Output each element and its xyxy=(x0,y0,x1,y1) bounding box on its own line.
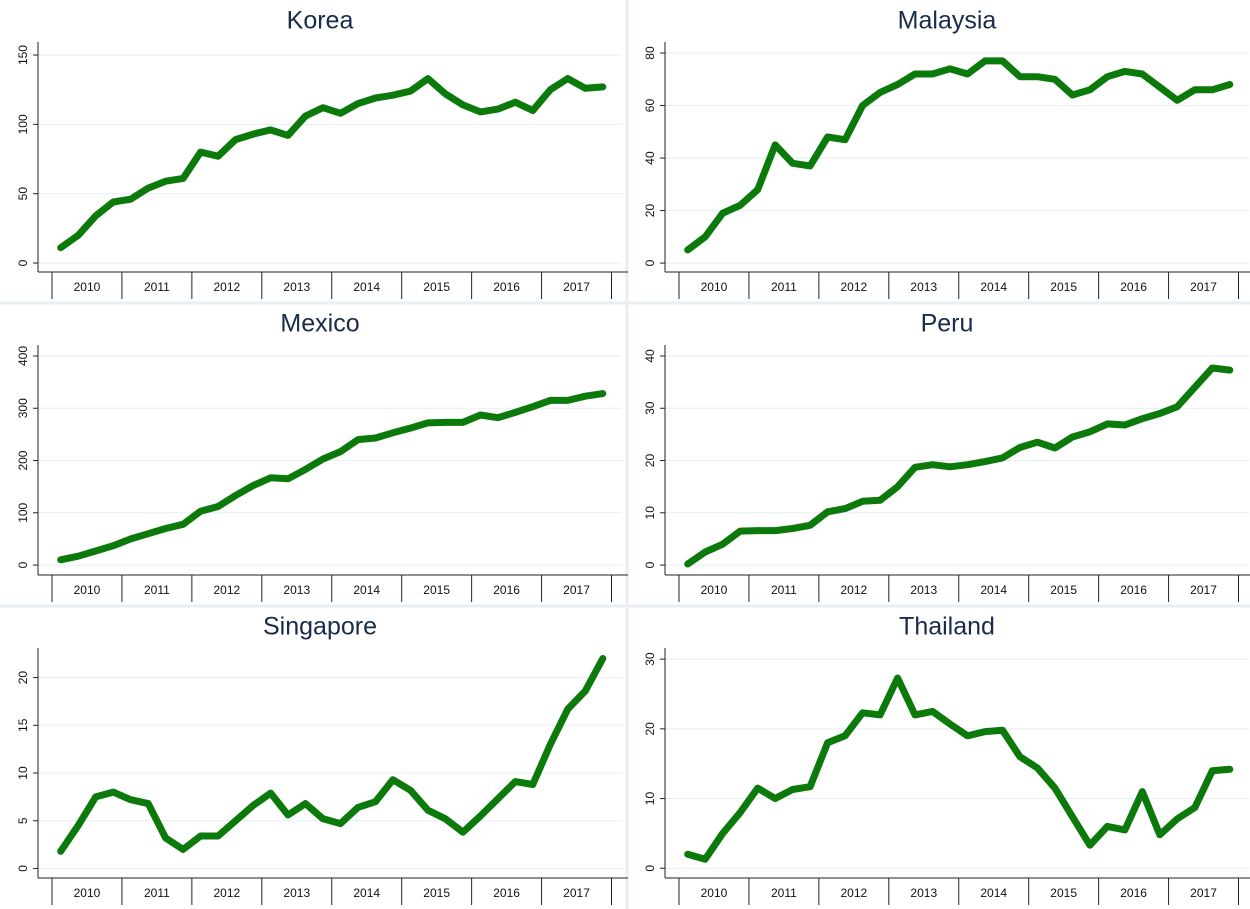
x-tick-label: 2015 xyxy=(423,583,450,597)
x-tick-label: 2014 xyxy=(980,280,1007,294)
x-tick-label: 2012 xyxy=(840,280,867,294)
x-tick-label: 2015 xyxy=(1050,583,1077,597)
panel: Mexico 0 100 200 300 400 2010 2011 2012 2013 2014 2… xyxy=(16,310,628,602)
x-tick-label: 2015 xyxy=(423,280,450,294)
x-tick-label: 2015 xyxy=(1050,280,1077,294)
x-tick-label: 2013 xyxy=(283,280,310,294)
x-tick-label: 2015 xyxy=(423,886,450,900)
x-tick-label: 2015 xyxy=(1050,886,1077,900)
y-tick-label: 0 xyxy=(16,865,30,872)
x-tick-label: 2010 xyxy=(74,280,101,294)
x-tick-label: 2016 xyxy=(1120,280,1147,294)
chart-title: Korea xyxy=(287,7,354,35)
x-tick-label: 2014 xyxy=(980,583,1007,597)
x-tick-label: 2017 xyxy=(563,583,590,597)
y-tick-label: 20 xyxy=(643,454,657,468)
chart-title: Malaysia xyxy=(898,7,997,35)
data-line xyxy=(684,364,1234,568)
x-tick-label: 2016 xyxy=(1120,886,1147,900)
panel: Peru 0 10 20 30 40 2010 2011 2012 2013 2014 2015 201… xyxy=(643,310,1250,602)
x-tick-label: 2016 xyxy=(493,886,520,900)
y-tick-label: 10 xyxy=(16,766,30,780)
x-tick-label: 2017 xyxy=(563,280,590,294)
x-tick-label: 2010 xyxy=(701,886,728,900)
y-tick-label: 10 xyxy=(643,506,657,520)
x-tick-label: 2016 xyxy=(1120,583,1147,597)
x-tick-label: 2014 xyxy=(353,280,380,294)
panel: Malaysia 0 20 40 60 80 2010 2011 2012 2013 2014 201… xyxy=(643,7,1250,299)
x-tick-label: 2017 xyxy=(563,886,590,900)
x-tick-label: 2012 xyxy=(213,886,240,900)
y-tick-label: 200 xyxy=(16,450,30,470)
y-tick-label: 5 xyxy=(16,817,30,824)
y-tick-label: 15 xyxy=(16,718,30,732)
x-tick-label: 2011 xyxy=(144,583,170,597)
x-tick-label: 2014 xyxy=(353,583,380,597)
x-tick-label: 2013 xyxy=(910,280,937,294)
y-tick-label: 400 xyxy=(16,346,30,366)
y-tick-label: 0 xyxy=(643,561,657,568)
panel: Korea 0 50 100 150 2010 2011 2012 2013 2014 2015 20… xyxy=(16,7,628,299)
data-line xyxy=(684,674,1234,863)
y-tick-label: 150 xyxy=(16,45,30,65)
y-tick-label: 80 xyxy=(643,46,657,60)
y-tick-label: 20 xyxy=(16,671,30,685)
chart-title: Mexico xyxy=(280,310,359,338)
x-tick-label: 2012 xyxy=(840,583,867,597)
y-tick-label: 20 xyxy=(643,204,657,218)
x-tick-label: 2014 xyxy=(980,886,1007,900)
x-tick-label: 2010 xyxy=(701,583,728,597)
x-tick-label: 2017 xyxy=(1190,583,1217,597)
x-tick-label: 2017 xyxy=(1190,280,1217,294)
data-line xyxy=(684,57,1234,254)
chart-title: Peru xyxy=(921,310,974,338)
y-tick-label: 30 xyxy=(643,401,657,415)
y-tick-label: 60 xyxy=(643,99,657,113)
x-tick-label: 2013 xyxy=(283,886,310,900)
data-line xyxy=(57,655,607,855)
x-tick-label: 2010 xyxy=(74,583,101,597)
x-tick-label: 2016 xyxy=(493,280,520,294)
x-tick-label: 2011 xyxy=(771,280,797,294)
x-tick-label: 2013 xyxy=(910,583,937,597)
x-tick-label: 2012 xyxy=(840,886,867,900)
x-tick-label: 2011 xyxy=(771,886,797,900)
y-tick-label: 40 xyxy=(643,349,657,363)
y-tick-label: 300 xyxy=(16,398,30,418)
y-tick-label: 100 xyxy=(16,114,30,134)
x-tick-label: 2010 xyxy=(74,886,101,900)
y-tick-label: 0 xyxy=(643,259,657,266)
x-tick-label: 2013 xyxy=(283,583,310,597)
y-tick-label: 100 xyxy=(16,502,30,522)
x-tick-label: 2012 xyxy=(213,280,240,294)
x-tick-label: 2017 xyxy=(1190,886,1217,900)
x-tick-label: 2011 xyxy=(144,886,170,900)
chart-title: Singapore xyxy=(263,613,377,641)
x-tick-label: 2013 xyxy=(910,886,937,900)
y-tick-label: 50 xyxy=(16,187,30,201)
y-tick-label: 0 xyxy=(16,561,30,568)
panel: Thailand 0 10 20 30 2010 2011 2012 2013 2014 2015 2… xyxy=(643,613,1250,905)
x-tick-label: 2010 xyxy=(701,280,728,294)
x-tick-label: 2012 xyxy=(213,583,240,597)
x-tick-label: 2011 xyxy=(771,583,797,597)
y-tick-label: 0 xyxy=(643,865,657,872)
panel: Singapore 0 5 10 15 20 2010 2011 2012 2013 2014 201… xyxy=(16,613,628,905)
x-tick-label: 2014 xyxy=(353,886,380,900)
chart-title: Thailand xyxy=(899,613,995,641)
y-tick-label: 10 xyxy=(643,792,657,806)
data-line xyxy=(57,390,607,564)
y-tick-label: 30 xyxy=(643,652,657,666)
data-line xyxy=(57,75,607,252)
x-tick-label: 2011 xyxy=(144,280,170,294)
x-tick-label: 2016 xyxy=(493,583,520,597)
y-tick-label: 40 xyxy=(643,151,657,165)
y-tick-label: 0 xyxy=(16,259,30,266)
y-tick-label: 20 xyxy=(643,722,657,736)
